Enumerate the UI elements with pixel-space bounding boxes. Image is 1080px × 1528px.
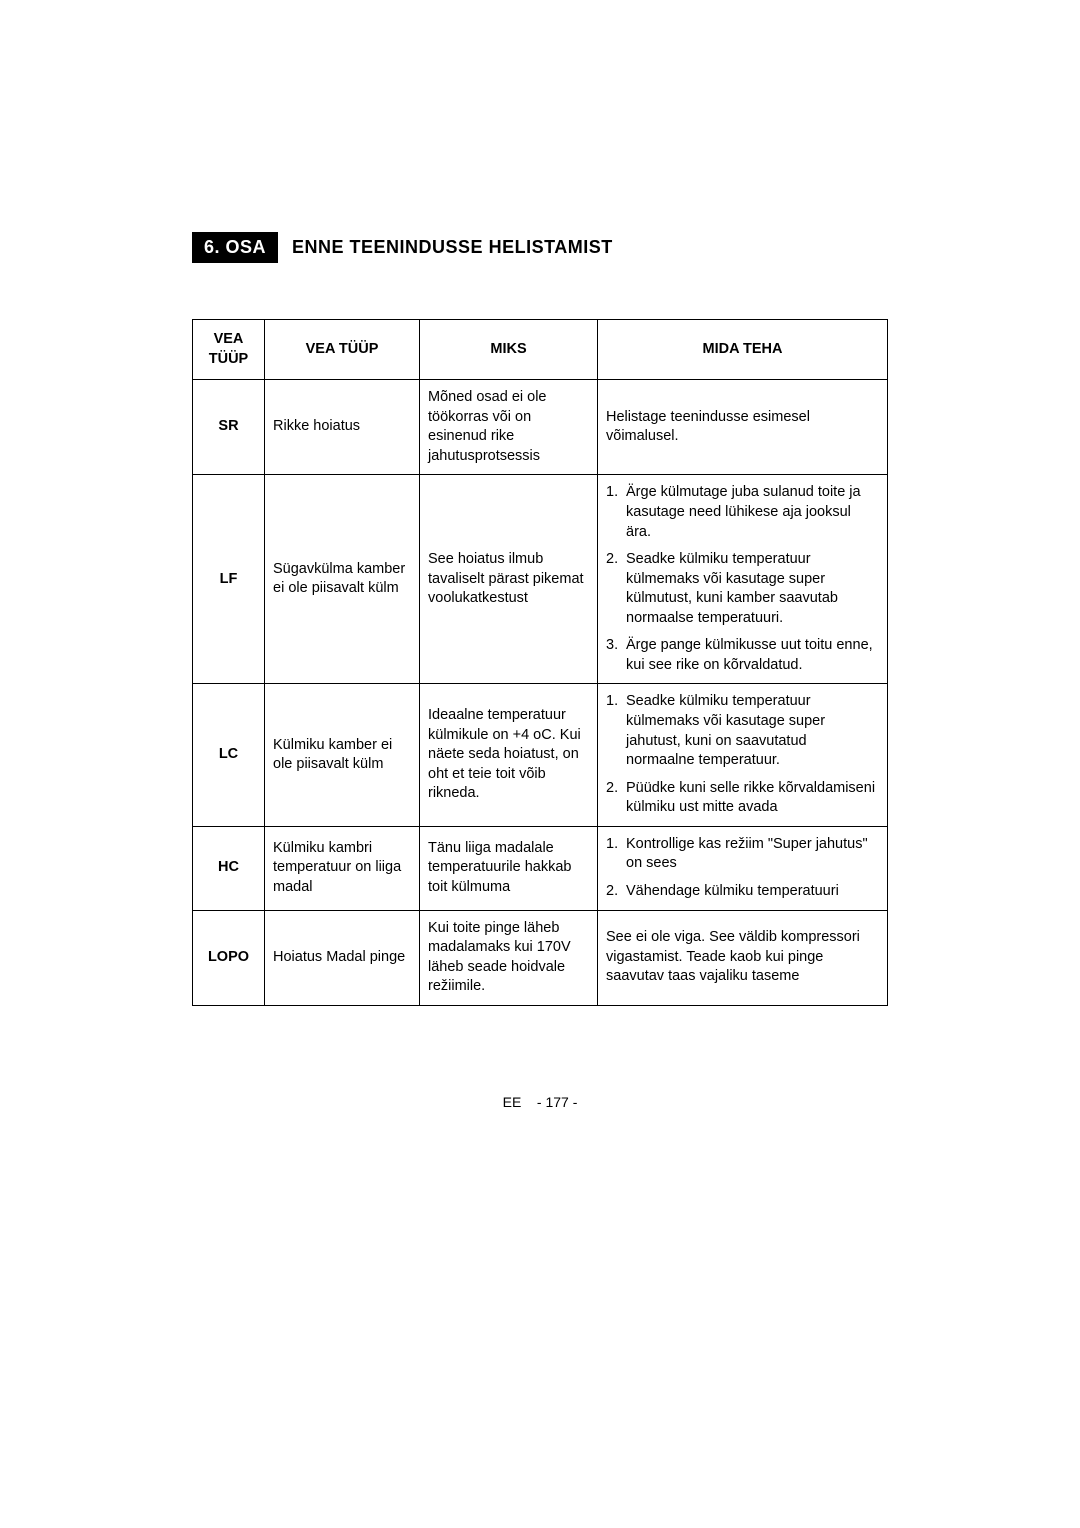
list-item-text: Seadke külmiku temperatuur külmemaks või… <box>624 550 879 628</box>
list-item: 2.Püüdke kuni selle rikke kõrvaldamiseni… <box>606 779 879 818</box>
table-row: LCKülmiku kamber ei ole piisavalt külmId… <box>193 684 888 826</box>
table-row: SRRikke hoiatusMõned osad ei ole töökorr… <box>193 380 888 475</box>
table-row: HCKülmiku kambri temperatuur on liiga ma… <box>193 826 888 910</box>
cell-action: See ei ole viga. See väldib kompressori … <box>598 910 888 1005</box>
cell-type: Külmiku kambri temperatuur on liiga mada… <box>265 826 420 910</box>
cell-why: Tänu liiga madalale temperatuurile hakka… <box>420 826 598 910</box>
list-item-number: 1. <box>606 692 624 770</box>
cell-why: Kui toite pinge läheb madalamaks kui 170… <box>420 910 598 1005</box>
cell-code: LC <box>193 684 265 826</box>
list-item-text: Püüdke kuni selle rikke kõrvaldamiseni k… <box>624 779 879 818</box>
list-item-text: Ärge külmutage juba sulanud toite ja kas… <box>624 483 879 542</box>
list-item-text: Vähendage külmiku temperatuuri <box>624 882 879 902</box>
list-item: 1.Ärge külmutage juba sulanud toite ja k… <box>606 483 879 542</box>
cell-code: SR <box>193 380 265 475</box>
list-item-number: 1. <box>606 835 624 874</box>
list-item-number: 2. <box>606 779 624 818</box>
table-body: SRRikke hoiatusMõned osad ei ole töökorr… <box>193 380 888 1006</box>
list-item: 1.Kontrollige kas režiim "Super jahutus"… <box>606 835 879 874</box>
cell-code: LOPO <box>193 910 265 1005</box>
list-item: 3.Ärge pange külmikusse uut toitu enne, … <box>606 636 879 675</box>
list-item-text: Kontrollige kas režiim "Super jahutus" o… <box>624 835 879 874</box>
list-item-text: Seadke külmiku temperatuur külmemaks või… <box>624 692 879 770</box>
footer-page: - 177 - <box>537 1094 577 1110</box>
cell-type: Külmiku kamber ei ole piisavalt külm <box>265 684 420 826</box>
cell-code: HC <box>193 826 265 910</box>
cell-why: Ideaalne temperatuur külmikule on +4 oC.… <box>420 684 598 826</box>
table-row: LFSügavkülma kamber ei ole piisavalt kül… <box>193 475 888 684</box>
cell-action: 1.Ärge külmutage juba sulanud toite ja k… <box>598 475 888 684</box>
footer-lang: EE <box>503 1094 522 1110</box>
section-header: 6. OSA ENNE TEENINDUSSE HELISTAMIST <box>192 232 888 263</box>
col-header-type: VEA TÜÜP <box>265 320 420 380</box>
page-footer: EE - 177 - <box>192 1094 888 1110</box>
list-item-text: Ärge pange külmikusse uut toitu enne, ku… <box>624 636 879 675</box>
cell-type: Sügavkülma kamber ei ole piisavalt külm <box>265 475 420 684</box>
cell-type: Rikke hoiatus <box>265 380 420 475</box>
col-header-code: VEA TÜÜP <box>193 320 265 380</box>
list-item-number: 2. <box>606 550 624 628</box>
cell-why: See hoiatus ilmub tavaliselt pärast pike… <box>420 475 598 684</box>
list-item: 2. Vähendage külmiku temperatuuri <box>606 882 879 902</box>
col-header-why: MIKS <box>420 320 598 380</box>
table-row: LOPOHoiatus Madal pingeKui toite pinge l… <box>193 910 888 1005</box>
section-badge: 6. OSA <box>192 232 278 263</box>
list-item: 2.Seadke külmiku temperatuur külmemaks v… <box>606 550 879 628</box>
list-item-number: 3. <box>606 636 624 675</box>
cell-why: Mõned osad ei ole töökorras või on esine… <box>420 380 598 475</box>
cell-action: 1.Kontrollige kas režiim "Super jahutus"… <box>598 826 888 910</box>
cell-type: Hoiatus Madal pinge <box>265 910 420 1005</box>
cell-action: Helistage teenindusse esimesel võimaluse… <box>598 380 888 475</box>
col-header-action: MIDA TEHA <box>598 320 888 380</box>
error-table: VEA TÜÜP VEA TÜÜP MIKS MIDA TEHA SRRikke… <box>192 319 888 1006</box>
cell-action: 1.Seadke külmiku temperatuur külmemaks v… <box>598 684 888 826</box>
list-item-number: 1. <box>606 483 624 542</box>
list-item: 1.Seadke külmiku temperatuur külmemaks v… <box>606 692 879 770</box>
cell-code: LF <box>193 475 265 684</box>
list-item-number: 2. <box>606 882 624 902</box>
section-title: ENNE TEENINDUSSE HELISTAMIST <box>292 237 613 258</box>
